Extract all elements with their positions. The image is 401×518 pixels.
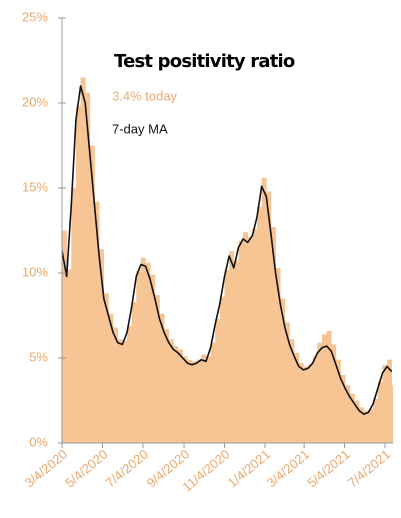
bar: [99, 249, 105, 443]
y-tick-label: 25%: [22, 9, 48, 24]
bar: [308, 364, 314, 443]
x-tick-label: 3/4/2021: [264, 446, 312, 490]
bar: [368, 409, 374, 443]
bar: [89, 145, 95, 443]
bar: [136, 271, 142, 443]
bar: [233, 261, 239, 443]
bar: [303, 366, 309, 443]
bar: [113, 327, 119, 443]
bar: [257, 206, 262, 443]
y-tick-label: 20%: [22, 94, 48, 109]
bar: [363, 410, 369, 443]
plot-area: [62, 77, 393, 443]
bar: [173, 346, 179, 443]
bar: [66, 269, 72, 443]
bar: [373, 398, 379, 443]
chart-title: Test positivity ratio: [114, 51, 295, 72]
x-tick-label: 5/4/2021: [304, 446, 352, 490]
bar: [335, 359, 341, 443]
bar: [103, 293, 109, 443]
bar: [182, 356, 188, 443]
bar: [80, 77, 86, 443]
x-tick-label: 1/4/2021: [225, 446, 273, 490]
x-tick-label: 7/4/2021: [345, 446, 393, 490]
bar: [131, 301, 137, 443]
bar: [247, 237, 253, 443]
y-tick-label: 15%: [22, 179, 48, 194]
y-tick-label: 0%: [29, 434, 48, 449]
bar: [75, 106, 81, 443]
bar: [205, 356, 211, 443]
bar: [210, 342, 216, 443]
bar: [387, 359, 392, 443]
bar: [150, 274, 156, 443]
bar: [382, 364, 388, 443]
bar: [215, 318, 221, 443]
bar: [322, 334, 327, 443]
ma-line: [62, 85, 393, 415]
bar: [94, 201, 100, 443]
bar: [224, 269, 230, 443]
bar: [62, 230, 67, 443]
bar: [312, 356, 318, 443]
annotation: 3.4% today: [112, 88, 178, 103]
y-tick-label: 10%: [22, 264, 48, 279]
bar: [145, 262, 151, 443]
bar: [85, 92, 91, 443]
bar: [261, 177, 267, 443]
bar: [289, 339, 295, 443]
bar: [187, 359, 193, 443]
bar: [192, 361, 197, 443]
bar: [117, 339, 123, 443]
bar: [349, 393, 355, 443]
bar: [71, 188, 77, 443]
bar: [168, 339, 174, 443]
bar: [243, 232, 249, 443]
bar: [340, 375, 346, 443]
x-tick-label: 7/4/2020: [103, 446, 151, 490]
bar: [178, 349, 184, 443]
bar: [108, 313, 114, 443]
bar: [252, 228, 258, 443]
bar: [280, 298, 286, 443]
bar: [266, 191, 272, 443]
bar: [154, 295, 160, 443]
bar: [331, 344, 337, 443]
bar: [359, 407, 365, 443]
bar: [140, 257, 146, 443]
bar: [391, 385, 393, 443]
bar: [196, 359, 202, 443]
bar: [219, 296, 225, 443]
bar: [294, 352, 300, 443]
bar: [127, 325, 132, 443]
bar: [326, 330, 332, 443]
x-tick-label: 5/4/2020: [62, 446, 110, 490]
bar: [377, 381, 383, 443]
y-tick-label: 5%: [29, 349, 48, 364]
bar: [354, 400, 360, 443]
bar: [284, 322, 290, 443]
bar: [275, 267, 281, 443]
annotation: 7-day MA: [112, 121, 168, 136]
bar: [159, 313, 165, 443]
bar: [122, 341, 128, 443]
bar: [317, 342, 323, 443]
bar: [164, 329, 170, 443]
bar: [345, 385, 351, 443]
bar: [270, 227, 276, 443]
x-tick-label: 3/4/2020: [22, 446, 70, 490]
bar: [238, 240, 244, 443]
bar: [201, 354, 207, 443]
bar: [298, 363, 304, 443]
bar: [229, 250, 235, 443]
